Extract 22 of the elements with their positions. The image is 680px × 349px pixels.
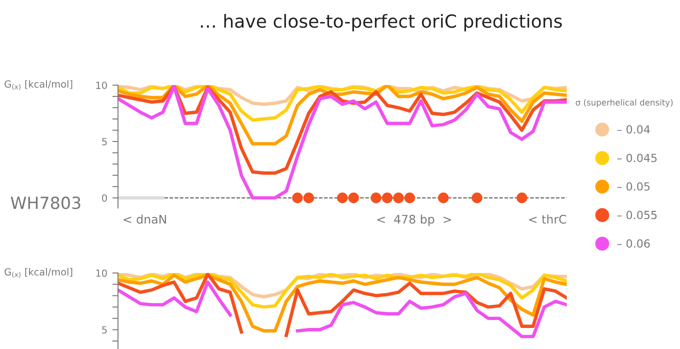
y-axis-title: G$_{(x)}$ [kcal/mol] <box>4 80 72 90</box>
y-tick-label: 5 <box>102 138 107 146</box>
legend-label: – 0.055 <box>617 210 657 220</box>
y-tick-label: 5 <box>102 326 107 334</box>
line-series <box>118 85 567 146</box>
line-series <box>118 85 567 200</box>
y-axis-title: G$_{(x)}$ [kcal/mol] <box>4 268 72 278</box>
legend-label: – 0.045 <box>617 154 657 162</box>
line-series <box>118 85 567 122</box>
line-series <box>118 272 567 309</box>
legend-title: σ (superhelical density) <box>576 99 673 108</box>
chart-title: … have close-to-perfect oriC predictions <box>200 14 562 32</box>
text: < 478 bp > <box>377 214 451 226</box>
text: < dnaN <box>124 214 166 224</box>
legend-label: – 0.04 <box>617 125 650 134</box>
text: WH7803 <box>10 196 80 210</box>
legend-label: – 0.05 <box>617 182 650 191</box>
y-tick-label: 10 <box>96 269 107 277</box>
text: < thrC <box>529 214 566 224</box>
legend-label: – 0.06 <box>617 239 650 248</box>
y-tick-label: 10 <box>96 82 107 89</box>
y-tick-label: 0 <box>102 194 107 202</box>
